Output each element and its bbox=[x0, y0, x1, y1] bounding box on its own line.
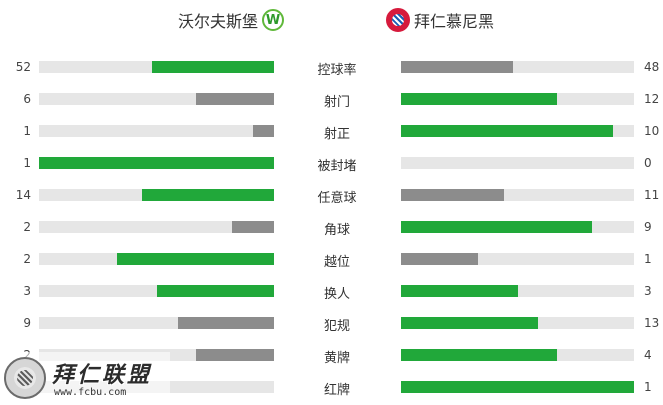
stat-label: 被封堵 bbox=[317, 159, 357, 174]
home-bar-fill bbox=[116, 253, 274, 265]
stat-label: 任意球 bbox=[317, 191, 357, 206]
home-value: 3 bbox=[23, 284, 31, 298]
away-bar-track bbox=[401, 157, 634, 169]
home-bar-fill bbox=[231, 221, 274, 233]
stat-label: 红牌 bbox=[323, 383, 350, 398]
home-bar-fill bbox=[151, 61, 274, 73]
away-bar-fill bbox=[401, 221, 593, 233]
stat-row: 14 任意球 11 bbox=[0, 179, 663, 211]
home-value: 1 bbox=[23, 156, 31, 170]
stat-label: 黄牌 bbox=[323, 351, 350, 366]
away-bar-track bbox=[401, 253, 634, 265]
home-bar-track bbox=[39, 157, 274, 169]
home-bar-fill bbox=[196, 349, 274, 361]
stat-row: 2 越位 1 bbox=[0, 243, 663, 275]
home-bar-fill bbox=[196, 93, 274, 105]
stat-row: 2 角球 9 bbox=[0, 211, 663, 243]
away-bar-track bbox=[401, 317, 634, 329]
stat-row: 1 射正 10 bbox=[0, 115, 663, 147]
away-bar-track bbox=[401, 61, 634, 73]
home-team-name: 沃尔夫斯堡 bbox=[178, 12, 259, 31]
watermark-seal-icon bbox=[4, 357, 46, 399]
home-bar-fill bbox=[156, 285, 274, 297]
home-value: 2 bbox=[23, 220, 31, 234]
away-value: 12 bbox=[644, 92, 660, 106]
home-value: 6 bbox=[23, 92, 31, 106]
home-team: 沃尔夫斯堡 W bbox=[178, 6, 285, 34]
home-bar-fill bbox=[142, 189, 274, 201]
watermark: 拜仁联盟 www.fcbu.com bbox=[2, 352, 170, 404]
stat-label: 越位 bbox=[323, 255, 350, 270]
away-bar-fill bbox=[401, 253, 478, 265]
away-bar-track bbox=[401, 221, 634, 233]
away-bar-track bbox=[401, 125, 634, 137]
away-bar-fill bbox=[401, 381, 634, 393]
bayern-logo-icon bbox=[386, 8, 410, 32]
home-bar-track bbox=[39, 253, 274, 265]
away-value: 3 bbox=[644, 284, 652, 298]
away-bar-track bbox=[401, 381, 634, 393]
home-value: 52 bbox=[15, 60, 31, 74]
away-value: 1 bbox=[644, 380, 652, 394]
away-bar-track bbox=[401, 349, 634, 361]
home-value: 2 bbox=[23, 252, 31, 266]
away-value: 13 bbox=[644, 316, 660, 330]
wolfsburg-logo-icon: W bbox=[262, 9, 285, 31]
stat-label: 射门 bbox=[323, 95, 350, 110]
away-bar-fill bbox=[401, 317, 539, 329]
away-bar-fill bbox=[401, 285, 518, 297]
home-bar-track bbox=[39, 317, 274, 329]
home-bar-fill bbox=[252, 125, 274, 137]
home-value: 1 bbox=[23, 124, 31, 138]
away-value: 11 bbox=[644, 188, 660, 202]
stat-label: 角球 bbox=[323, 223, 350, 238]
home-bar-track bbox=[39, 61, 274, 73]
away-value: 10 bbox=[644, 124, 660, 138]
stat-label: 犯规 bbox=[323, 319, 350, 334]
away-bar-track bbox=[401, 189, 634, 201]
away-bar-fill bbox=[401, 93, 558, 105]
match-header: 沃尔夫斯堡 W 拜仁慕尼黑 bbox=[0, 0, 663, 40]
away-value: 1 bbox=[644, 252, 652, 266]
stat-row: 52 控球率 48 bbox=[0, 51, 663, 83]
stat-label: 换人 bbox=[323, 287, 350, 302]
away-bar-fill bbox=[401, 349, 558, 361]
home-bar-fill bbox=[39, 157, 274, 169]
away-value: 0 bbox=[644, 156, 652, 170]
stat-label: 射正 bbox=[323, 127, 350, 142]
home-value: 14 bbox=[15, 188, 31, 202]
away-bar-fill bbox=[401, 125, 614, 137]
home-bar-fill bbox=[177, 317, 274, 329]
away-value: 4 bbox=[644, 348, 652, 362]
away-bar-fill bbox=[401, 61, 513, 73]
stat-row: 6 射门 12 bbox=[0, 83, 663, 115]
stat-label: 控球率 bbox=[317, 63, 357, 78]
stat-row: 3 换人 3 bbox=[0, 275, 663, 307]
stat-row: 2黄牌4 bbox=[0, 339, 663, 371]
away-team: 拜仁慕尼黑 bbox=[386, 6, 494, 34]
away-team-name: 拜仁慕尼黑 bbox=[414, 12, 495, 31]
stat-row: 9 犯规 13 bbox=[0, 307, 663, 339]
watermark-url: www.fcbu.com bbox=[54, 387, 127, 398]
away-bar-track bbox=[401, 285, 634, 297]
home-bar-track bbox=[39, 125, 274, 137]
away-value: 9 bbox=[644, 220, 652, 234]
home-bar-track bbox=[39, 189, 274, 201]
away-bar-fill bbox=[401, 189, 504, 201]
away-value: 48 bbox=[644, 60, 660, 74]
home-bar-track bbox=[39, 221, 274, 233]
watermark-title: 拜仁联盟 bbox=[52, 363, 153, 388]
stat-row: 1 被封堵 0 bbox=[0, 147, 663, 179]
away-bar-track bbox=[401, 93, 634, 105]
home-bar-track bbox=[39, 93, 274, 105]
home-bar-track bbox=[39, 285, 274, 297]
home-value: 9 bbox=[23, 316, 31, 330]
